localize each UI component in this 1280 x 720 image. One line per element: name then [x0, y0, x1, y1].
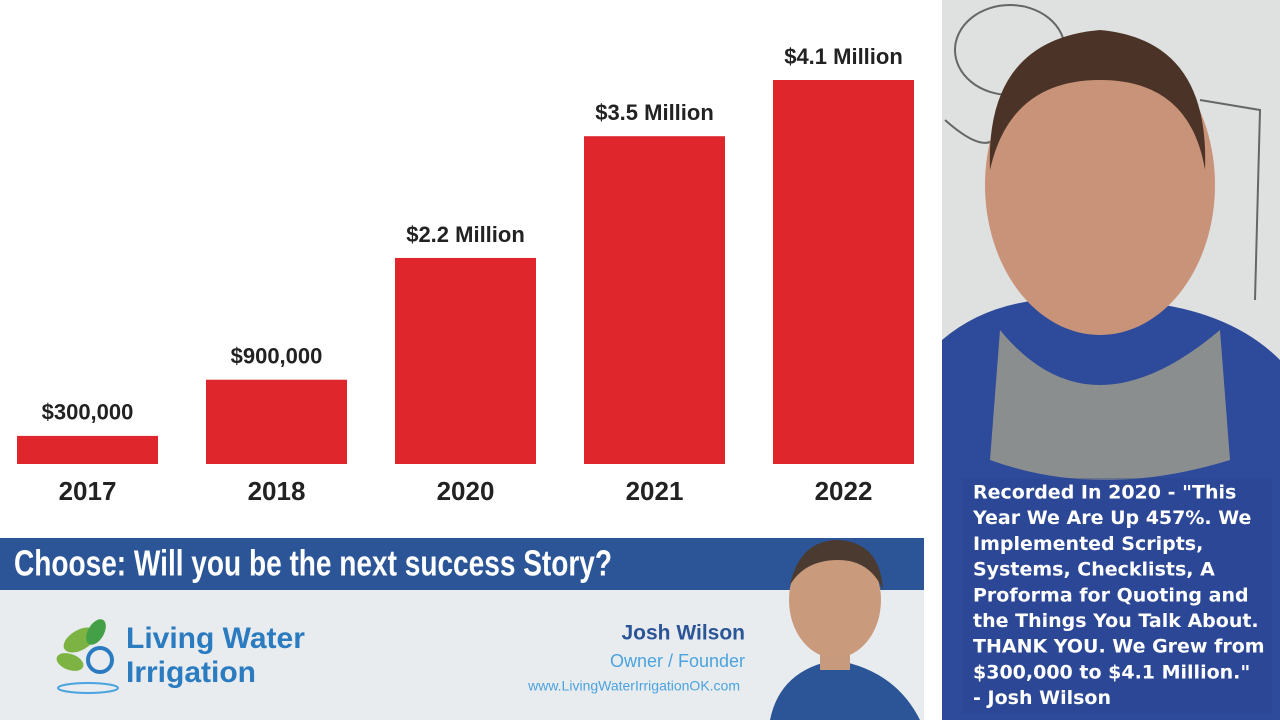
- caption-line: THANK YOU. We Grew from: [973, 636, 1265, 658]
- value-label: $2.2 Million: [406, 222, 525, 247]
- caption-line: Implemented Scripts,: [973, 533, 1203, 555]
- bar: [584, 136, 725, 464]
- logo-text: Living Water: [126, 622, 305, 655]
- value-label: $3.5 Million: [595, 100, 714, 125]
- caption-line: Systems, Checklists, A: [973, 559, 1215, 581]
- video-person-body: [942, 30, 1280, 720]
- value-label: $4.1 Million: [784, 44, 903, 69]
- value-label: $300,000: [42, 400, 134, 425]
- caption-line: Year We Are Up 457%. We: [972, 507, 1251, 529]
- logo-icon: [56, 619, 119, 694]
- caption-backdrop: [962, 478, 1272, 714]
- caption-line: - Josh Wilson: [973, 687, 1111, 709]
- banner-card: [0, 590, 924, 720]
- caption-line: $300,000 to $4.1 Million.": [973, 661, 1250, 683]
- banner-bar: [0, 538, 924, 590]
- value-label: $900,000: [231, 344, 323, 369]
- x-tick-label: 2020: [437, 476, 495, 506]
- banner-headline: Choose: Will you be the next success Sto…: [14, 543, 612, 584]
- logo-text: Irrigation: [126, 656, 256, 689]
- bar: [17, 435, 158, 464]
- person-role: Owner / Founder: [610, 651, 745, 671]
- bar: [206, 379, 347, 464]
- website: www.LivingWaterIrrigationOK.com: [527, 678, 740, 694]
- x-tick-label: 2017: [59, 476, 117, 506]
- person-photo: [770, 540, 920, 720]
- bar: [773, 80, 914, 464]
- bar: [395, 257, 536, 464]
- caption-line: the Things You Talk About.: [973, 610, 1259, 632]
- x-tick-label: 2021: [626, 476, 684, 506]
- caption-line: Proforma for Quoting and: [973, 584, 1249, 606]
- caption-line: Recorded In 2020 - "This: [973, 482, 1236, 504]
- x-tick-label: 2018: [248, 476, 306, 506]
- x-tick-label: 2022: [815, 476, 873, 506]
- person-name: Josh Wilson: [622, 622, 746, 645]
